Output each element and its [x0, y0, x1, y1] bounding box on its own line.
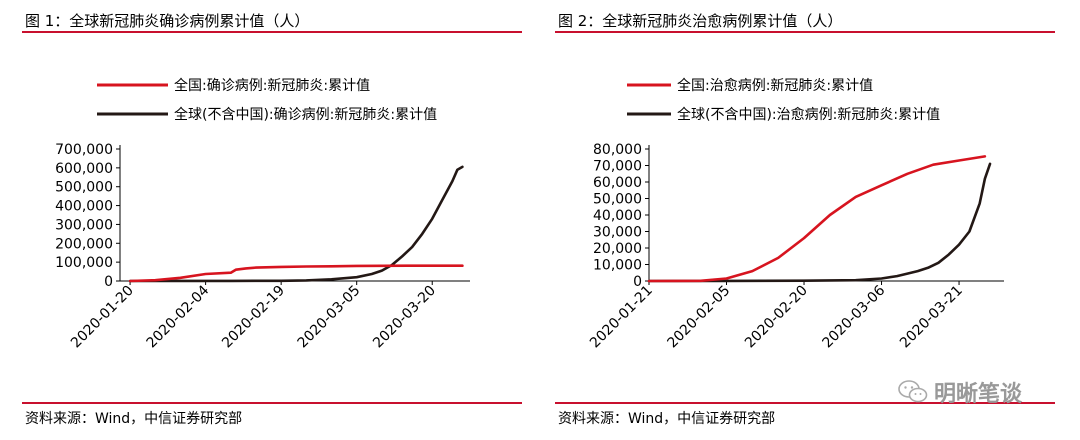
y-tick-label-6: 60,000 — [593, 175, 642, 191]
x-tick-label-4: 2020-03-20 — [370, 283, 439, 352]
watermark-text: 明晰笔谈 — [934, 382, 1023, 407]
legend-label-0: 全国:确诊病例:新冠肺炎:累计值 — [174, 77, 370, 94]
series-line-1 — [128, 165, 464, 283]
x-tick-label-2: 2020-02-19 — [219, 283, 288, 352]
x-tick-label-3: 2020-03-05 — [295, 283, 364, 352]
figure-1: 图 1：全球新冠肺炎确诊病例累计值（人） 全国:确诊病例:新冠肺炎:累计值全球(… — [22, 0, 522, 440]
figure-1-title: 图 1：全球新冠肺炎确诊病例累计值（人） — [25, 12, 310, 30]
figure-2-top-rule — [555, 31, 1055, 33]
x-tick-label-0: 2020-01-20 — [68, 283, 137, 352]
y-tick-label-3: 30,000 — [593, 225, 642, 241]
y-tick-label-1: 10,000 — [593, 258, 642, 274]
y-tick-label-5: 500,000 — [55, 180, 113, 196]
legend-label-1: 全球(不含中国):治愈病例:新冠肺炎:累计值 — [677, 106, 940, 123]
x-tick-label-2: 2020-02-20 — [742, 283, 811, 352]
y-tick-label-3: 300,000 — [55, 217, 113, 233]
y-tick-label-6: 600,000 — [55, 161, 113, 177]
figure-1-top-rule — [22, 31, 522, 33]
y-tick-label-8: 80,000 — [593, 142, 642, 158]
figure-1-bottom-rule — [22, 402, 522, 404]
figure-2-title: 图 2：全球新冠肺炎治愈病例累计值（人） — [558, 12, 843, 30]
figure-2-source: 资料来源：Wind，中信证券研究部 — [558, 411, 776, 427]
y-tick-label-0: 0 — [633, 274, 642, 290]
x-tick-label-1: 2020-02-04 — [144, 282, 213, 351]
y-tick-label-4: 400,000 — [55, 199, 113, 215]
x-tick-label-4: 2020-03-21 — [897, 283, 966, 352]
legend-label-1: 全球(不含中国):确诊病例:新冠肺炎:累计值 — [174, 106, 437, 123]
y-tick-label-5: 50,000 — [593, 192, 642, 208]
figure-2-bottom-rule — [555, 402, 1055, 404]
x-tick-label-1: 2020-02-05 — [664, 283, 733, 352]
y-tick-label-7: 700,000 — [55, 142, 113, 158]
x-tick-label-3: 2020-03-06 — [820, 282, 889, 351]
series-line-1 — [647, 162, 992, 283]
wechat-icon — [898, 379, 928, 411]
y-tick-label-7: 70,000 — [593, 159, 642, 175]
y-tick-label-0: 0 — [104, 274, 113, 290]
series-line-0 — [647, 155, 987, 283]
figure-1-source: 资料来源：Wind，中信证券研究部 — [25, 411, 243, 427]
series-line-0 — [128, 264, 464, 283]
x-tick-label-0: 2020-01-21 — [587, 283, 656, 352]
y-tick-label-2: 200,000 — [55, 236, 113, 252]
legend-label-0: 全国:治愈病例:新冠肺炎:累计值 — [677, 77, 873, 94]
y-tick-label-2: 20,000 — [593, 241, 642, 257]
y-tick-label-1: 100,000 — [55, 255, 113, 271]
watermark: 明晰笔谈 — [898, 376, 1058, 407]
y-tick-label-4: 40,000 — [593, 208, 642, 224]
figure-2: 图 2：全球新冠肺炎治愈病例累计值（人） 全国:治愈病例:新冠肺炎:累计值全球(… — [555, 0, 1055, 440]
